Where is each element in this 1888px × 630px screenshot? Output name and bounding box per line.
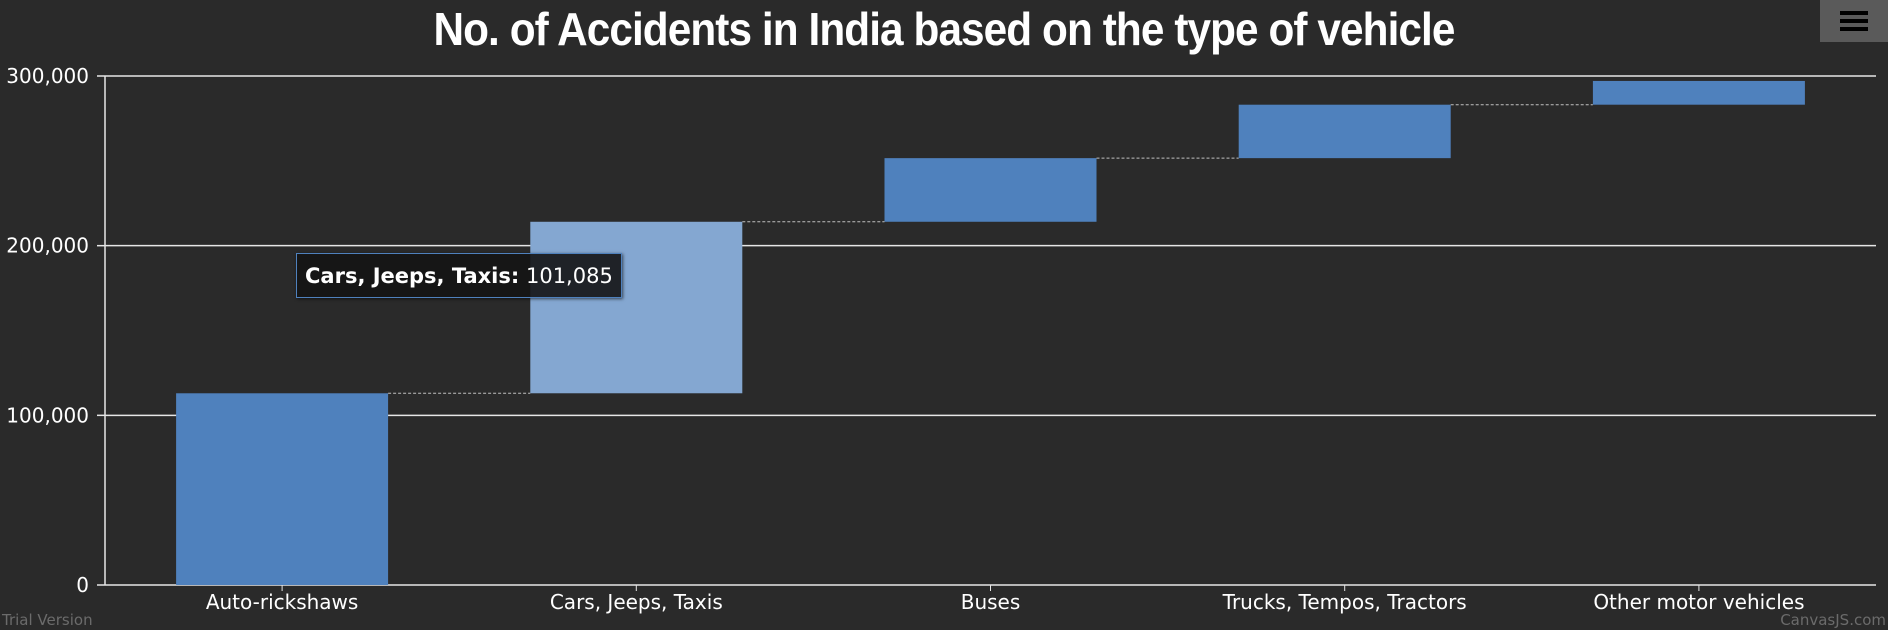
x-tick-label: Trucks, Tempos, Tractors bbox=[1222, 590, 1467, 614]
waterfall-bar bbox=[884, 158, 1097, 222]
waterfall-bar bbox=[1238, 104, 1451, 159]
x-tick-label: Cars, Jeeps, Taxis bbox=[550, 590, 723, 614]
y-tick-label: 300,000 bbox=[6, 64, 89, 88]
y-tick-label: 0 bbox=[76, 573, 89, 597]
x-tick-label: Other motor vehicles bbox=[1593, 590, 1804, 614]
y-tick-label: 100,000 bbox=[6, 403, 89, 427]
waterfall-bar bbox=[530, 221, 743, 394]
waterfall-bar bbox=[176, 393, 389, 585]
waterfall-bar bbox=[1592, 80, 1805, 105]
trial-version-text: Trial Version bbox=[2, 611, 93, 629]
y-tick-label: 200,000 bbox=[6, 234, 89, 258]
tooltip-label: Cars, Jeeps, Taxis: bbox=[305, 264, 520, 288]
hamburger-icon bbox=[1840, 11, 1868, 31]
chart-menu-button[interactable] bbox=[1820, 0, 1888, 42]
tooltip-value: 101,085 bbox=[525, 264, 613, 288]
x-tick-label: Auto-rickshaws bbox=[206, 590, 359, 614]
x-tick-label: Buses bbox=[961, 590, 1021, 614]
chart-title: No. of Accidents in India based on the t… bbox=[433, 3, 1455, 55]
tooltip: Cars, Jeeps, Taxis: 101,085 bbox=[296, 253, 622, 298]
credit-link[interactable]: CanvasJS.com bbox=[1780, 611, 1886, 629]
